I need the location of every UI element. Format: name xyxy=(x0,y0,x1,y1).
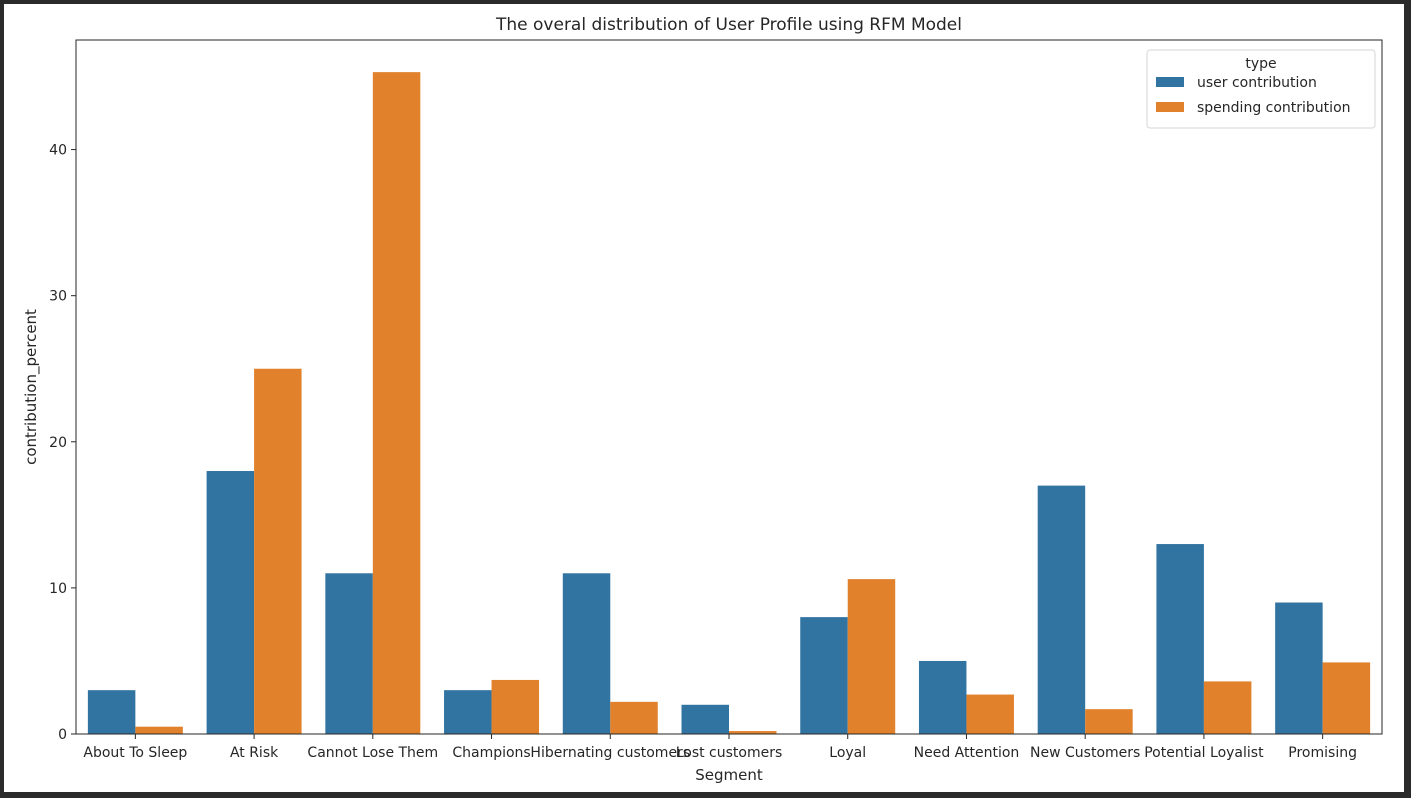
bar-spending-contribution-lost-customers xyxy=(729,731,777,734)
bar-user-contribution-potential-loyalist xyxy=(1156,544,1204,734)
x-axis-title: Segment xyxy=(695,766,763,784)
x-ticks-group: About To Sleep At Risk Cannot Lose Them Cha… xyxy=(83,734,1357,761)
x-tick-label: Lost customers xyxy=(676,745,783,761)
legend-title: type xyxy=(1245,56,1276,72)
figure: The overal distribution of User Profile … xyxy=(4,4,1404,792)
bar-user-contribution-promising xyxy=(1275,602,1323,734)
bar-chart: The overal distribution of User Profile … xyxy=(22,15,1383,784)
bar-user-contribution-about-to-sleep xyxy=(87,690,136,734)
bar-user-contribution-lost-customers xyxy=(681,704,729,734)
x-tick-label: Need Attention xyxy=(914,745,1020,761)
x-tick-label: Loyal xyxy=(829,745,866,761)
x-tick-label: Potential Loyalist xyxy=(1144,745,1264,761)
y-axis-title: contribution_percent xyxy=(22,309,41,465)
y-tick-label: 20 xyxy=(49,435,67,451)
bar-spending-contribution-need-attention xyxy=(966,694,1014,734)
y-ticks-group: 0 10 20 30 40 xyxy=(49,143,76,743)
y-tick-label: 0 xyxy=(58,727,67,743)
bar-user-contribution-champions xyxy=(444,690,492,734)
x-tick-label: New Customers xyxy=(1030,745,1140,761)
y-tick-label: 30 xyxy=(49,289,67,305)
x-tick-label: Cannot Lose Them xyxy=(307,745,438,761)
x-tick-label: About To Sleep xyxy=(83,745,187,761)
legend-swatch-spending-contribution xyxy=(1156,102,1184,112)
legend-label-spending-contribution: spending contribution xyxy=(1197,100,1351,116)
bar-user-contribution-cannot-lose-them xyxy=(325,573,373,734)
legend: type user contribution spending contribut… xyxy=(1146,49,1376,129)
bar-user-contribution-need-attention xyxy=(918,660,967,734)
chart-title: The overal distribution of User Profile … xyxy=(495,15,962,35)
bar-user-contribution-hibernating-customers xyxy=(562,573,611,734)
bar-spending-contribution-loyal xyxy=(847,579,896,734)
bar-spending-contribution-cannot-lose-them xyxy=(372,72,421,734)
legend-box xyxy=(1146,49,1376,129)
plot-frame xyxy=(75,39,1383,735)
x-tick-label: Hibernating customers xyxy=(530,745,690,761)
bar-user-contribution-at-risk xyxy=(206,471,255,734)
x-tick-label: At Risk xyxy=(230,745,279,761)
bar-user-contribution-new-customers xyxy=(1037,485,1086,734)
bar-spending-contribution-about-to-sleep xyxy=(135,726,183,734)
y-tick-label: 10 xyxy=(49,581,67,597)
bar-spending-contribution-champions xyxy=(491,679,540,734)
bar-spending-contribution-hibernating-customers xyxy=(610,701,658,734)
bar-spending-contribution-at-risk xyxy=(254,368,302,734)
y-tick-label: 40 xyxy=(49,143,67,159)
x-tick-label: Champions xyxy=(452,745,530,761)
legend-items: user contribution spending contribution xyxy=(1156,75,1351,116)
legend-label-user-contribution: user contribution xyxy=(1197,75,1317,91)
legend-swatch-user-contribution xyxy=(1156,77,1184,87)
bar-spending-contribution-promising xyxy=(1322,662,1371,734)
bar-spending-contribution-new-customers xyxy=(1085,709,1133,734)
bar-user-contribution-loyal xyxy=(800,617,848,734)
bar-spending-contribution-potential-loyalist xyxy=(1203,681,1252,734)
bars-group xyxy=(87,72,1371,734)
x-tick-label: Promising xyxy=(1288,745,1357,761)
